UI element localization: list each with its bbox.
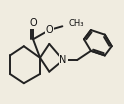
Text: O: O [46, 25, 53, 35]
Text: O: O [29, 18, 37, 28]
Text: CH₃: CH₃ [69, 19, 84, 28]
Text: N: N [60, 55, 67, 65]
